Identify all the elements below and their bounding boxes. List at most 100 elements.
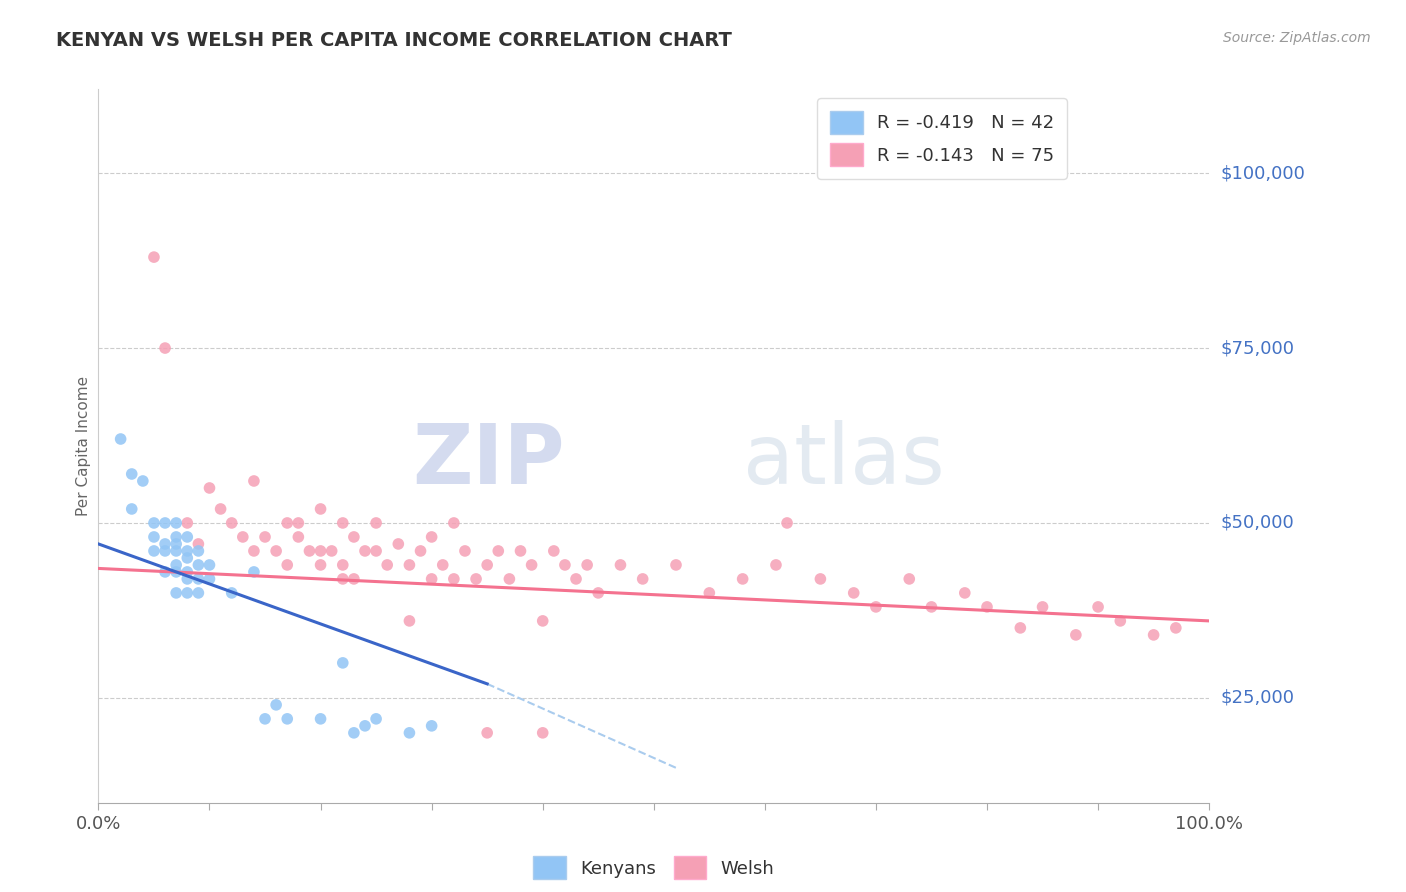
Text: $50,000: $50,000 (1220, 514, 1294, 532)
Point (165, 544, 187, 558)
Text: $75,000: $75,000 (1220, 339, 1295, 357)
Point (176, 530, 198, 544)
Point (165, 586, 187, 600)
Point (132, 474, 155, 488)
Point (1064, 628, 1087, 642)
Point (187, 537, 209, 551)
Point (531, 726, 554, 740)
Point (243, 544, 266, 558)
Point (176, 586, 198, 600)
Point (665, 558, 688, 572)
Point (264, 544, 287, 558)
Point (343, 572, 366, 586)
Point (420, 719, 443, 733)
Point (842, 586, 865, 600)
Point (543, 544, 565, 558)
Point (531, 614, 554, 628)
Point (243, 565, 266, 579)
Point (332, 572, 354, 586)
Point (121, 502, 143, 516)
Point (198, 572, 221, 586)
Point (153, 537, 176, 551)
Point (198, 481, 221, 495)
Point (332, 516, 354, 530)
Point (498, 572, 520, 586)
Point (921, 599, 943, 614)
Point (731, 572, 754, 586)
Point (165, 558, 187, 572)
Point (176, 572, 198, 586)
Point (454, 544, 477, 558)
Point (187, 572, 209, 586)
Point (153, 516, 176, 530)
Point (810, 572, 832, 586)
Text: $100,000: $100,000 (1220, 164, 1305, 182)
Point (143, 544, 166, 558)
Point (153, 544, 176, 558)
Point (898, 572, 921, 586)
Point (565, 572, 588, 586)
Point (232, 530, 254, 544)
Point (465, 572, 488, 586)
Point (343, 726, 366, 740)
Point (176, 516, 198, 530)
Point (443, 572, 465, 586)
Point (865, 599, 887, 614)
Point (309, 712, 332, 726)
Text: $25,000: $25,000 (1220, 689, 1295, 706)
Point (165, 565, 187, 579)
Point (554, 558, 576, 572)
Text: ZIP: ZIP (412, 420, 565, 500)
Point (143, 250, 166, 264)
Point (398, 558, 420, 572)
Point (287, 516, 309, 530)
Point (354, 719, 377, 733)
Point (475, 558, 498, 572)
Point (209, 502, 232, 516)
Point (121, 467, 143, 481)
Point (165, 537, 187, 551)
Point (221, 516, 243, 530)
Point (143, 530, 166, 544)
Point (321, 544, 343, 558)
Point (420, 572, 443, 586)
Point (1010, 621, 1032, 635)
Point (110, 432, 132, 446)
Point (153, 565, 176, 579)
Point (765, 558, 787, 572)
Point (699, 586, 721, 600)
Point (387, 537, 409, 551)
Point (443, 516, 465, 530)
Point (509, 544, 531, 558)
Point (332, 558, 354, 572)
Point (221, 586, 243, 600)
Point (198, 558, 221, 572)
Point (1087, 599, 1109, 614)
Point (143, 516, 166, 530)
Point (276, 558, 298, 572)
Text: atlas: atlas (742, 420, 945, 500)
Point (432, 558, 454, 572)
Point (588, 586, 610, 600)
Point (576, 558, 599, 572)
Point (243, 474, 266, 488)
Point (976, 599, 998, 614)
Point (298, 544, 321, 558)
Legend: Kenyans, Welsh: Kenyans, Welsh (526, 849, 782, 887)
Point (287, 530, 309, 544)
Point (309, 502, 332, 516)
Point (609, 558, 631, 572)
Point (332, 656, 354, 670)
Point (486, 544, 509, 558)
Point (176, 544, 198, 558)
Point (264, 698, 287, 712)
Point (366, 544, 388, 558)
Point (187, 544, 209, 558)
Point (309, 544, 332, 558)
Point (1164, 621, 1187, 635)
Point (276, 712, 298, 726)
Point (153, 341, 176, 355)
Point (366, 516, 388, 530)
Point (1032, 599, 1054, 614)
Point (420, 530, 443, 544)
